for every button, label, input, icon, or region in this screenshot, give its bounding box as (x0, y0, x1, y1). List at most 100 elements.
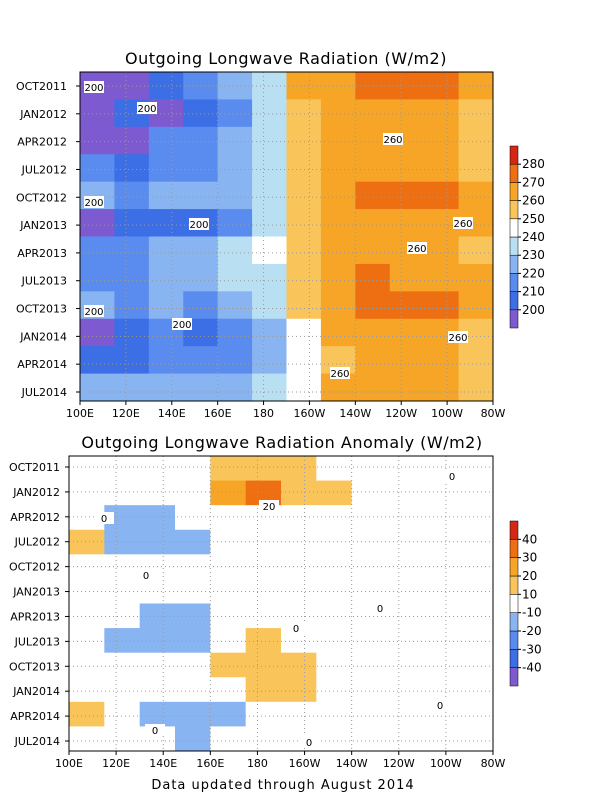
colorbar-swatch (509, 575, 519, 595)
x-tick-label: 80W (481, 757, 506, 770)
field-cell (355, 263, 391, 292)
colorbar-label: -10 (522, 606, 542, 620)
field-cell (104, 652, 141, 678)
field-cell (183, 291, 219, 320)
field-cell (320, 263, 356, 292)
field-cell (458, 126, 493, 155)
field-cell (424, 346, 460, 375)
field-cell (210, 529, 247, 555)
field-cell (114, 236, 150, 265)
field-cell (245, 726, 282, 751)
field-cell (389, 99, 425, 128)
field-cell (69, 701, 105, 728)
field-cell (217, 99, 253, 128)
field-cell (389, 373, 425, 401)
field-cell (422, 578, 459, 605)
contour-label-bg (383, 133, 403, 145)
contour-label: 200 (137, 104, 156, 115)
colorbar-label: -30 (522, 642, 542, 656)
y-tick-label: JAN2013 (19, 219, 67, 232)
field-cell (316, 726, 353, 751)
field-cell (355, 291, 391, 320)
field-cell (355, 346, 391, 375)
contour-label: 0 (152, 726, 158, 737)
field-cell (457, 701, 493, 728)
contour-label: 260 (448, 333, 467, 344)
contour-label-bg (299, 736, 319, 748)
field-cell (286, 209, 322, 238)
field-cell (389, 154, 425, 183)
field-cell (424, 236, 460, 265)
field-cell (351, 628, 388, 654)
field-cell (387, 677, 423, 703)
field-cell (316, 456, 353, 482)
x-tick-label: 100E (66, 407, 94, 420)
field-cell (286, 263, 322, 292)
y-tick-label: JUL2014 (14, 735, 60, 748)
field-cell (175, 529, 211, 555)
field-cell (281, 578, 317, 605)
field-cell (210, 456, 247, 482)
colorbar-swatch (509, 254, 519, 274)
field-cell (316, 628, 353, 654)
colorbar-swatch (509, 557, 519, 577)
field-cell (457, 456, 493, 482)
contour-label: 0 (306, 738, 312, 749)
x-tick-label: 140W (339, 407, 371, 420)
field-cell (104, 726, 141, 751)
field-cell (424, 126, 460, 155)
field-cell (320, 72, 356, 101)
x-tick-label: 160W (289, 757, 321, 770)
field-cell (320, 209, 356, 238)
contour-label: 260 (407, 244, 426, 255)
field-cell (457, 677, 493, 703)
colorbar-swatch (509, 145, 519, 165)
field-cell (80, 99, 116, 128)
field-cell (175, 701, 211, 728)
olr-anomaly-gridlines (69, 456, 493, 751)
field-cell (114, 318, 150, 347)
olr-contour-labels: 200 200 200 200 200 200 260 260 260 260 260 (84, 81, 473, 380)
olr-anomaly-title: Outgoing Longwave Radiation Anomaly (W/m… (81, 433, 482, 452)
field-cell (389, 209, 425, 238)
colorbar-label: 30 (522, 551, 537, 565)
field-cell (210, 554, 247, 580)
field-cell (389, 318, 425, 347)
field-cell (457, 505, 493, 531)
y-tick-label: JUL2013 (21, 275, 67, 288)
contour-label: 0 (101, 514, 107, 525)
contour-label-bg (430, 699, 450, 711)
field-cell (320, 126, 356, 155)
field-cell (355, 373, 391, 401)
field-cell (457, 578, 493, 605)
field-cell (252, 181, 288, 210)
olr-x-axis: 100E 120E 140E 160E 180 160W 140W 120W 100W 80W (66, 401, 506, 420)
field-cell (217, 154, 253, 183)
contour-label: 0 (293, 624, 299, 635)
field-cell (281, 554, 317, 580)
colorbar-swatch (509, 200, 519, 220)
field-cell (148, 263, 184, 292)
y-tick-label: OCT2012 (9, 561, 60, 574)
field-cell (387, 652, 423, 678)
field-cell (210, 603, 247, 629)
field-cell (387, 554, 423, 580)
field-cell (104, 456, 141, 482)
field-cell (286, 236, 322, 265)
y-tick-label: OCT2013 (16, 303, 67, 316)
olr-anomaly-contour-labels: 20 0 0 0 0 0 0 0 0 (94, 470, 462, 749)
field-cell (104, 554, 141, 580)
contour-label-bg (94, 512, 114, 524)
contour-label: 0 (377, 604, 383, 615)
field-cell (316, 701, 353, 728)
field-cell (245, 603, 282, 629)
field-cell (175, 554, 211, 580)
field-cell (183, 373, 219, 401)
field-cell (281, 480, 317, 506)
field-cell (175, 578, 211, 605)
field-cell (457, 529, 493, 555)
field-cell (320, 154, 356, 183)
field-cell (175, 480, 211, 506)
field-cell (245, 701, 282, 728)
colorbar-swatch (509, 520, 519, 540)
